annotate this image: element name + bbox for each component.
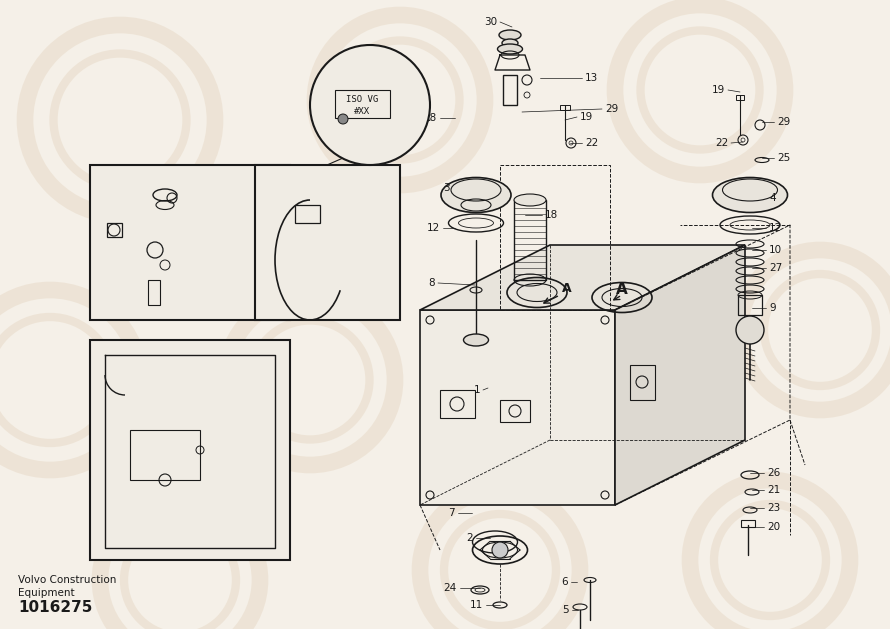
Circle shape — [492, 542, 508, 558]
Bar — [335, 90, 390, 118]
Bar — [90, 165, 290, 320]
Text: 2: 2 — [466, 533, 473, 543]
Text: 13: 13 — [585, 73, 598, 83]
Text: 4: 4 — [769, 193, 775, 203]
Circle shape — [338, 114, 348, 124]
Ellipse shape — [713, 177, 788, 213]
Bar — [148, 280, 160, 305]
Circle shape — [736, 316, 764, 344]
Polygon shape — [615, 245, 745, 505]
Bar — [738, 295, 762, 315]
Bar — [255, 165, 400, 320]
Text: 14: 14 — [144, 190, 157, 200]
Ellipse shape — [514, 194, 546, 206]
Circle shape — [310, 45, 430, 165]
Bar — [107, 223, 122, 237]
Text: 23: 23 — [767, 503, 781, 513]
Text: 21: 21 — [767, 485, 781, 495]
Text: 17: 17 — [205, 250, 218, 260]
Text: 9: 9 — [769, 303, 775, 313]
Text: 22: 22 — [585, 138, 598, 148]
Text: 20: 20 — [767, 522, 781, 532]
Bar — [295, 205, 320, 223]
Text: 15: 15 — [88, 223, 101, 233]
Polygon shape — [420, 310, 615, 505]
Text: 19: 19 — [712, 85, 725, 95]
Text: 30: 30 — [159, 477, 172, 487]
Text: 29: 29 — [605, 104, 619, 114]
Bar — [560, 105, 570, 110]
Text: 16: 16 — [195, 183, 208, 193]
Ellipse shape — [499, 30, 521, 40]
Bar — [514, 200, 546, 280]
Bar — [500, 165, 610, 310]
Text: 12: 12 — [769, 223, 782, 233]
Text: 7: 7 — [449, 508, 455, 518]
Text: 18: 18 — [545, 210, 558, 220]
Text: 28: 28 — [424, 113, 437, 123]
Ellipse shape — [441, 177, 511, 213]
Text: 22: 22 — [715, 138, 728, 148]
Polygon shape — [420, 245, 745, 310]
Text: 1: 1 — [473, 385, 480, 395]
Text: 3: 3 — [443, 183, 450, 193]
Text: 10: 10 — [769, 245, 782, 255]
Text: A: A — [562, 282, 571, 294]
Text: 25: 25 — [777, 153, 790, 163]
Ellipse shape — [502, 39, 518, 47]
Ellipse shape — [464, 334, 489, 346]
Text: 5: 5 — [562, 605, 569, 615]
Ellipse shape — [498, 44, 522, 54]
Bar — [736, 95, 744, 100]
Text: 8: 8 — [428, 278, 435, 288]
Text: 1016275: 1016275 — [18, 599, 93, 615]
Text: 6: 6 — [562, 577, 568, 587]
Text: 30: 30 — [484, 17, 497, 27]
Text: 16: 16 — [158, 167, 172, 177]
Bar — [130, 430, 200, 480]
Text: #XX: #XX — [354, 106, 370, 116]
Bar — [741, 520, 755, 527]
Bar — [500, 400, 530, 422]
Text: 26: 26 — [767, 468, 781, 478]
Text: Volvo Construction
Equipment: Volvo Construction Equipment — [18, 575, 117, 598]
Text: 11: 11 — [470, 600, 483, 610]
Bar — [440, 390, 475, 418]
Text: ISO VG: ISO VG — [346, 96, 378, 104]
Text: A: A — [616, 282, 627, 298]
Text: 31: 31 — [342, 74, 355, 84]
Text: 29: 29 — [777, 117, 790, 127]
Bar — [90, 340, 290, 560]
Bar — [630, 365, 655, 400]
Text: 19: 19 — [580, 112, 594, 122]
Text: 12: 12 — [426, 223, 440, 233]
Text: 14: 14 — [253, 191, 266, 201]
Text: 24: 24 — [444, 583, 457, 593]
Text: 27: 27 — [769, 263, 782, 273]
Bar — [503, 75, 517, 105]
